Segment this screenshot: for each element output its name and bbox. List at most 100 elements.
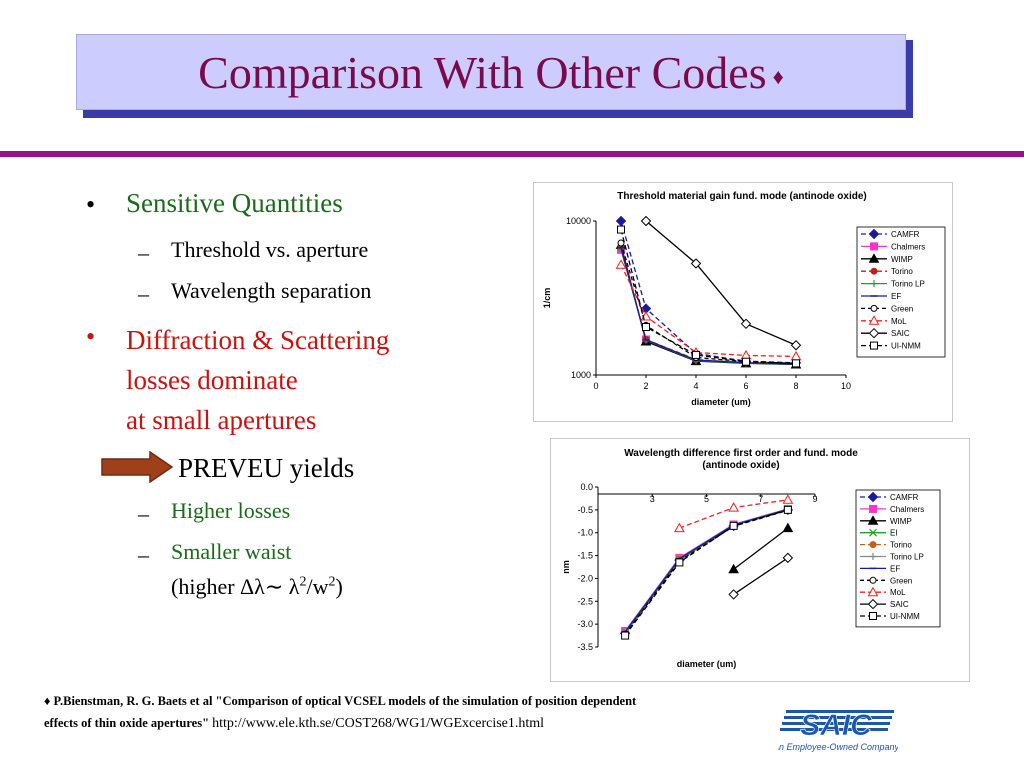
data-point	[728, 589, 739, 600]
legend-marker	[868, 327, 880, 339]
data-point	[728, 502, 739, 512]
data-point	[642, 322, 650, 331]
legend-marker	[869, 504, 877, 513]
title-box	[76, 34, 906, 110]
right-arrow-icon	[101, 451, 174, 483]
data-point	[728, 563, 739, 574]
legend-marker	[867, 515, 879, 525]
bullet-list: • Sensitive Quantities – Threshold vs. a…	[86, 188, 506, 628]
y-axis-label: nm	[561, 560, 571, 574]
series-line	[733, 527, 789, 570]
series-line	[624, 508, 789, 632]
series-line	[624, 509, 789, 635]
series-ui-nmm	[617, 225, 800, 368]
y-tick-label: 10000	[566, 216, 591, 226]
formula-open: (higher	[171, 574, 241, 599]
legend-label: UI-NMM	[891, 342, 921, 351]
chart-title: Wavelength difference first order and fu…	[624, 448, 858, 459]
formula-close: )	[335, 574, 343, 599]
series-line	[624, 509, 789, 634]
chart-threshold-svg: Threshold material gain fund. mode (anti…	[542, 191, 946, 407]
y-tick-label: -0.5	[577, 505, 593, 515]
footnote-line2: effects of thin oxide apertures" http://…	[44, 712, 764, 735]
data-point	[690, 258, 702, 269]
legend-label: WIMP	[891, 255, 913, 264]
data-point	[621, 631, 630, 640]
bullet-sensitive-quantities: Sensitive Quantities	[126, 188, 343, 218]
x-tick-label: 7	[758, 494, 763, 504]
series-line	[624, 508, 789, 633]
sub-bullet-higher-losses: Higher losses	[171, 498, 291, 523]
page-title: Comparison With Other Codes ♦	[76, 34, 906, 110]
saic-logo-stripes	[780, 710, 894, 731]
data-point	[792, 359, 800, 368]
divider-rule	[0, 151, 1024, 157]
series-green	[617, 239, 800, 367]
x-tick-label: 5	[704, 494, 709, 504]
title-diamond-icon: ♦	[772, 64, 784, 90]
bullet-diffraction-line1: Diffraction & Scattering	[126, 325, 390, 355]
footnote-mark: ♦ P.	[44, 694, 64, 708]
formula-w: /w	[306, 574, 329, 599]
footnote-text2: effects of thin oxide apertures"	[44, 716, 210, 730]
formula-delta: Δλ	[240, 574, 265, 599]
data-point	[729, 521, 738, 530]
y-tick-label: -1.0	[577, 528, 593, 538]
saic-logo-tagline: An Employee-Owned Company	[778, 742, 898, 752]
legend-label: SAIC	[891, 329, 910, 338]
legend-marker	[869, 553, 877, 560]
series-ui-nmm	[621, 505, 792, 640]
y-tick-label: 1000	[571, 370, 591, 380]
data-point	[675, 558, 684, 567]
data-point	[742, 357, 750, 366]
preveu-yields: PREVEU yields	[178, 453, 355, 483]
data-point	[617, 225, 625, 234]
saic-logo-text: SAIC	[800, 709, 873, 742]
series-line	[620, 264, 797, 358]
series-line	[624, 509, 789, 636]
x-tick-label: 6	[743, 381, 748, 391]
data-point	[674, 522, 685, 533]
data-point	[790, 340, 802, 351]
legend-marker	[869, 541, 877, 549]
x-axis-label: diameter (um)	[677, 659, 737, 669]
series-line	[624, 508, 789, 632]
x-tick-label: 9	[812, 494, 817, 504]
legend-label: Torino	[890, 541, 912, 550]
data-point	[783, 505, 792, 514]
legend-label: Green	[890, 576, 912, 585]
legend-label: MoL	[890, 588, 906, 597]
chart-wavelength-diff: Wavelength difference first order and fu…	[550, 438, 970, 682]
y-tick-label: -2.5	[577, 596, 593, 606]
x-tick-label: 0	[593, 381, 598, 391]
bullet-dot: •	[86, 190, 96, 219]
chart-title: (antinode oxide)	[702, 460, 779, 471]
series-ef	[621, 508, 792, 633]
data-point	[692, 350, 700, 359]
legend-marker	[870, 267, 878, 275]
legend-marker	[867, 598, 879, 610]
data-point	[782, 522, 794, 533]
legend-label: EF	[891, 292, 901, 301]
data-point	[782, 494, 794, 504]
y-tick-label: -3.5	[577, 642, 593, 652]
bullet-diffraction-line3: at small apertures	[126, 405, 317, 435]
data-point	[740, 318, 752, 330]
data-point	[615, 215, 627, 227]
footnote-url[interactable]: http://www.ele.kth.se/COST268/WG1/WGExce…	[212, 716, 545, 731]
x-tick-label: 8	[793, 381, 798, 391]
data-point	[640, 215, 652, 227]
bullet-diffraction: Diffraction & Scattering losses dominate…	[126, 320, 389, 440]
legend-marker	[870, 304, 878, 312]
x-tick-label: 4	[693, 381, 698, 391]
legend-label: Torino LP	[890, 553, 924, 562]
chart-title: Threshold material gain fund. mode (anti…	[617, 191, 866, 202]
legend-label: EF	[890, 564, 900, 573]
data-point	[615, 259, 627, 269]
bullet-dot: •	[86, 322, 96, 351]
legend-marker	[870, 242, 878, 251]
formula-lambda: λ	[288, 574, 300, 599]
series-saic	[640, 215, 802, 351]
legend-label: Chalmers	[891, 242, 925, 251]
legend-label: UI-NMM	[890, 612, 920, 621]
